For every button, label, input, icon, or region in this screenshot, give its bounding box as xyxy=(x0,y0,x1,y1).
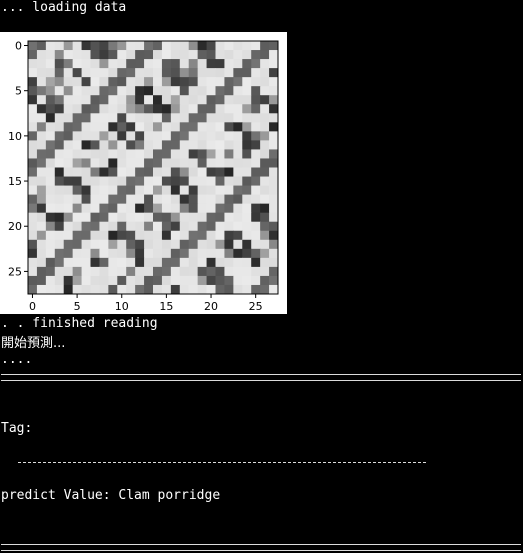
separator-line xyxy=(1,374,521,381)
finished-text: . . finished reading xyxy=(1,316,158,331)
x-tick-label: 10 xyxy=(115,300,129,313)
loading-text: ... loading data xyxy=(1,0,127,15)
dots-text: .... xyxy=(1,352,33,367)
image-figure: 0 5 10 15 20 25 0 5 10 15 20 25 xyxy=(0,32,287,314)
x-tick-label: 15 xyxy=(159,300,173,313)
x-tick-label: 5 xyxy=(74,300,81,313)
y-tick-label: 25 xyxy=(8,265,22,278)
x-tick-label: 0 xyxy=(29,300,36,313)
x-tick-label: 25 xyxy=(249,300,263,313)
image-plot: 0 5 10 15 20 25 0 5 10 15 20 25 xyxy=(8,40,279,313)
separator-line-bottom xyxy=(1,544,521,551)
y-tick-label: 20 xyxy=(8,220,22,233)
x-tick-label: 20 xyxy=(204,300,218,313)
y-tick-label: 10 xyxy=(8,130,22,143)
y-tick-label: 5 xyxy=(15,85,22,98)
tag-label: Tag: xyxy=(1,421,33,436)
y-tick-label: 0 xyxy=(15,40,22,53)
start-predict-text: 開始預測... xyxy=(1,336,66,351)
plot-frame xyxy=(27,40,279,295)
image-pixels xyxy=(28,41,278,294)
predict-value-text: predict Value: Clam porridge xyxy=(1,488,221,503)
dashed-divider xyxy=(18,462,426,463)
y-tick-label: 15 xyxy=(8,175,22,188)
